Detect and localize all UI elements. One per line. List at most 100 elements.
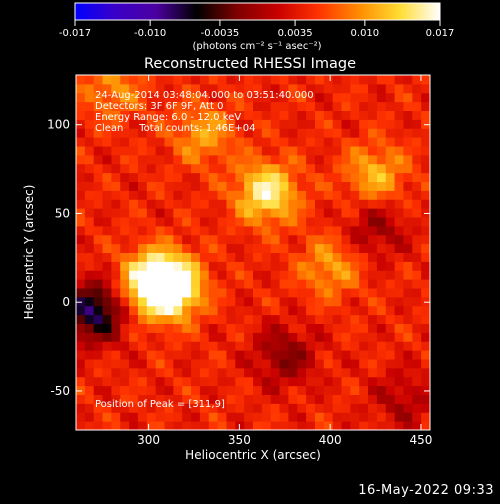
heatmap-cell: [306, 376, 316, 387]
heatmap-cell: [84, 359, 95, 369]
heatmap-cell: [120, 137, 130, 147]
heatmap-cell: [164, 217, 174, 227]
heatmap-cell: [199, 234, 210, 245]
heatmap-cell: [191, 119, 201, 129]
heatmap-cell: [191, 199, 201, 209]
heatmap-cell: [120, 350, 130, 360]
heatmap-cell: [253, 75, 263, 85]
heatmap-cell: [93, 234, 104, 245]
heatmap-cell: [164, 367, 174, 378]
heatmap-cell: [182, 332, 192, 342]
heatmap-cell: [146, 403, 157, 413]
heatmap-cell: [279, 217, 289, 227]
annotation-detectors: Detectors: 3F 6F 9F, Att 0: [95, 101, 223, 112]
heatmap-cell: [368, 296, 378, 307]
heatmap-cell: [102, 421, 112, 431]
heatmap-cell: [421, 181, 431, 191]
heatmap-cell: [332, 154, 342, 165]
heatmap-cell: [102, 119, 112, 129]
heatmap-cell: [270, 92, 281, 103]
heatmap-cell: [102, 332, 112, 342]
heatmap-cell: [403, 146, 413, 156]
heatmap-cell: [84, 225, 95, 236]
heatmap-cell: [235, 367, 245, 378]
heatmap-cell: [394, 421, 404, 431]
heatmap-cell: [137, 243, 148, 253]
heatmap-cell: [385, 217, 396, 227]
heatmap-cell: [261, 341, 272, 351]
heatmap-cell: [385, 83, 396, 94]
heatmap-cell: [350, 270, 360, 280]
heatmap-cell: [164, 394, 174, 404]
heatmap-cell: [155, 172, 165, 182]
heatmap-cell: [191, 367, 201, 378]
heatmap-cell: [137, 270, 148, 280]
heatmap-cell: [297, 367, 307, 378]
heatmap-cell: [173, 421, 183, 431]
heatmap-cell: [155, 110, 165, 120]
heatmap-cell: [297, 350, 307, 360]
heatmap-cell: [332, 225, 342, 236]
heatmap-cell: [350, 243, 360, 253]
heatmap-cell: [394, 225, 404, 236]
heatmap-cell: [332, 359, 342, 369]
heatmap-cell: [208, 217, 219, 227]
heatmap-cell: [314, 190, 325, 200]
heatmap-cell: [279, 279, 289, 289]
heatmap-cell: [288, 305, 298, 316]
heatmap-cell: [270, 385, 281, 395]
heatmap-cell: [191, 217, 201, 227]
heatmap-cell: [403, 270, 413, 280]
heatmap-cell: [191, 154, 201, 165]
heatmap-cell: [102, 190, 112, 200]
heatmap-cell: [288, 261, 298, 271]
heatmap-cell: [376, 119, 387, 129]
heatmap-cell: [191, 341, 201, 351]
heatmap-cell: [253, 146, 263, 156]
heatmap-cell: [306, 128, 316, 138]
heatmap-cell: [368, 341, 378, 351]
heatmap-cell: [84, 128, 95, 138]
heatmap-cell: [129, 279, 139, 289]
heatmap-cell: [332, 92, 342, 103]
heatmap-cell: [368, 181, 378, 191]
heatmap-cell: [314, 314, 325, 324]
heatmap-cell: [279, 243, 289, 253]
heatmap-cell: [376, 190, 387, 200]
heatmap-cell: [217, 225, 227, 236]
heatmap-cell: [350, 314, 360, 324]
heatmap-cell: [394, 172, 404, 182]
heatmap-cell: [111, 243, 121, 253]
heatmap-cell: [253, 110, 263, 120]
heatmap-cell: [93, 261, 104, 271]
heatmap-cell: [84, 367, 95, 378]
heatmap-cell: [164, 199, 174, 209]
heatmap-cell: [368, 217, 378, 227]
heatmap-cell: [403, 190, 413, 200]
heatmap-cell: [244, 279, 254, 289]
heatmap-cell: [111, 350, 121, 360]
heatmap-cell: [421, 75, 431, 85]
heatmap-cell: [244, 181, 254, 191]
heatmap-cell: [332, 314, 342, 324]
heatmap-cell: [306, 163, 316, 174]
heatmap-cell: [421, 288, 431, 298]
heatmap-cell: [244, 376, 254, 387]
heatmap-cell: [146, 243, 157, 253]
heatmap-cell: [332, 412, 342, 422]
heatmap-cell: [217, 261, 227, 271]
heatmap-cell: [76, 350, 86, 360]
heatmap-cell: [244, 270, 254, 280]
heatmap-cell: [253, 234, 263, 245]
heatmap-cell: [297, 110, 307, 120]
heatmap-cell: [261, 137, 272, 147]
heatmap-cell: [288, 154, 298, 165]
heatmap-cell: [120, 199, 130, 209]
heatmap-cell: [376, 208, 387, 218]
heatmap-cell: [164, 101, 174, 111]
heatmap-cell: [155, 243, 165, 253]
heatmap-cell: [306, 208, 316, 218]
heatmap-cell: [173, 341, 183, 351]
heatmap-cell: [155, 190, 165, 200]
